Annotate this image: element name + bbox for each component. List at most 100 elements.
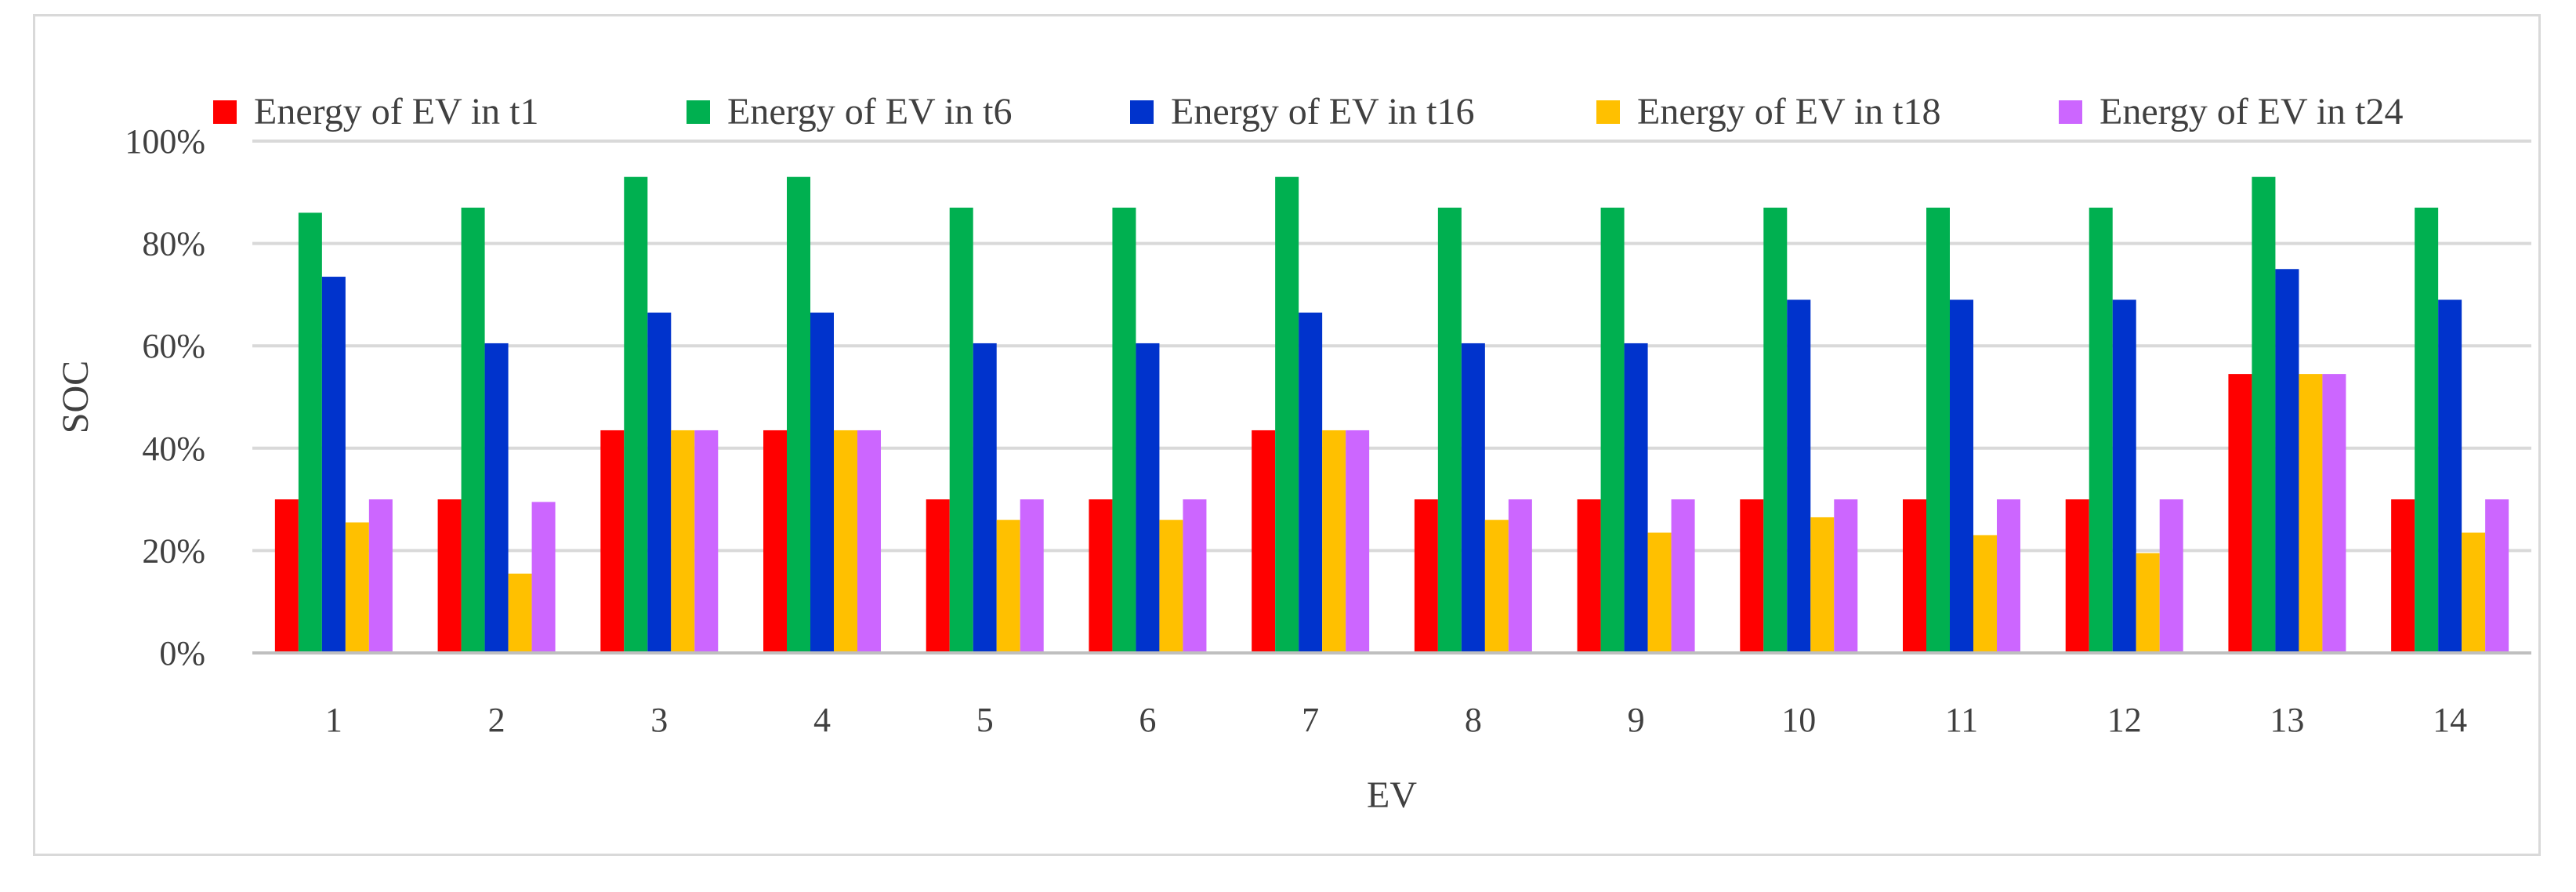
bars <box>274 176 2509 653</box>
bar-ev6-series3 <box>1136 343 1160 653</box>
bar-ev9-series4 <box>1647 532 1672 653</box>
bar-ev2-series3 <box>484 343 509 653</box>
bar-ev9-series1 <box>1577 499 1601 653</box>
x-tick-label: 3 <box>650 701 668 739</box>
y-tick-label: 60% <box>142 327 205 365</box>
bar-ev3-series4 <box>671 430 695 653</box>
x-axis-title: EV <box>1367 774 1417 816</box>
bar-ev12-series2 <box>2089 207 2113 653</box>
bar-ev6-series4 <box>1159 520 1183 653</box>
legend-swatch-series4 <box>1596 100 1620 124</box>
bar-ev5-series1 <box>926 499 950 653</box>
bar-ev3-series2 <box>624 176 648 653</box>
y-tick-label: 40% <box>142 430 205 468</box>
legend-swatch-series5 <box>2059 100 2082 124</box>
x-tick-label: 12 <box>2107 701 2142 739</box>
bar-ev3-series3 <box>647 312 672 653</box>
x-tick-label: 14 <box>2433 701 2467 739</box>
bar-ev5-series3 <box>973 343 997 653</box>
legend-swatch-series3 <box>1130 100 1154 124</box>
bar-ev10-series1 <box>1740 499 1764 653</box>
bar-ev7-series2 <box>1275 176 1299 653</box>
bar-ev14-series5 <box>2485 499 2509 653</box>
bar-ev3-series5 <box>694 430 719 653</box>
x-tick-label: 9 <box>1628 701 1645 739</box>
x-tick-label: 11 <box>1945 701 1978 739</box>
bar-ev7-series1 <box>1252 430 1276 653</box>
bar-ev14-series1 <box>2391 499 2415 653</box>
x-tick-label: 4 <box>813 701 831 739</box>
x-tick-label: 2 <box>488 701 505 739</box>
bar-ev10-series5 <box>1834 499 1858 653</box>
x-tick-label: 6 <box>1139 701 1156 739</box>
bar-ev13-series1 <box>2228 374 2252 653</box>
bar-ev5-series4 <box>996 520 1020 653</box>
legend-label-series1: Energy of EV in t1 <box>254 91 539 132</box>
legend-label-series2: Energy of EV in t6 <box>727 91 1013 132</box>
bar-ev9-series2 <box>1600 207 1625 653</box>
legend-label-series4: Energy of EV in t18 <box>1637 91 1941 132</box>
bar-ev11-series2 <box>1926 207 1950 653</box>
bar-ev4-series3 <box>810 312 834 653</box>
x-tick-label: 7 <box>1302 701 1319 739</box>
bar-ev12-series4 <box>2136 553 2160 653</box>
bar-ev9-series5 <box>1671 499 1695 653</box>
bar-ev2-series5 <box>531 502 556 653</box>
bar-ev11-series5 <box>1997 499 2020 653</box>
bar-ev12-series1 <box>2065 499 2089 653</box>
bar-ev1-series4 <box>345 522 369 653</box>
bar-ev8-series5 <box>1508 499 1532 653</box>
bar-ev4-series4 <box>834 430 857 653</box>
bar-ev13-series2 <box>2252 176 2276 653</box>
bar-ev1-series5 <box>368 499 393 653</box>
bar-ev9-series3 <box>1624 343 1648 653</box>
bar-ev2-series4 <box>508 573 532 653</box>
axes: 0%20%40%60%80%100%1 2 3 4 5 6 7 8 9 10 11 12 13 14 <box>125 122 2531 739</box>
bar-ev10-series4 <box>1810 517 1835 653</box>
bar-ev10-series3 <box>1787 299 1811 653</box>
y-axis-title: SOC <box>55 361 96 433</box>
legend-swatch-series2 <box>687 100 710 124</box>
x-tick-label: 13 <box>2270 701 2304 739</box>
bar-ev13-series5 <box>2322 374 2346 653</box>
bar-ev7-series5 <box>1346 430 1370 653</box>
bar-ev6-series2 <box>1112 207 1136 653</box>
x-tick-label: 8 <box>1465 701 1482 739</box>
legend-label-series3: Energy of EV in t16 <box>1171 91 1475 132</box>
bar-ev11-series4 <box>1973 535 1997 653</box>
bar-ev11-series3 <box>1950 299 1973 653</box>
legend: Energy of EV in t1 Energy of EV in t6 Ener… <box>213 91 2404 132</box>
y-tick-label: 80% <box>142 225 205 263</box>
y-tick-label: 0% <box>159 634 205 673</box>
bar-ev7-series3 <box>1299 312 1323 653</box>
bar-ev6-series5 <box>1183 499 1207 653</box>
bar-ev11-series1 <box>1903 499 1926 653</box>
x-tick-label: 10 <box>1781 701 1816 739</box>
y-tick-label: 20% <box>142 531 205 570</box>
legend-label-series5: Energy of EV in t24 <box>2100 91 2404 132</box>
bar-ev14-series4 <box>2462 532 2486 653</box>
bar-ev4-series5 <box>857 430 881 653</box>
bar-ev1-series2 <box>298 212 322 653</box>
legend-swatch-series1 <box>213 100 237 124</box>
bar-ev1-series3 <box>321 277 346 653</box>
x-tick-label: 1 <box>325 701 342 739</box>
bar-ev12-series3 <box>2112 299 2136 653</box>
bar-ev12-series5 <box>2159 499 2183 653</box>
bar-ev4-series1 <box>763 430 787 653</box>
bar-ev8-series4 <box>1484 520 1509 653</box>
y-tick-label: 100% <box>125 122 205 161</box>
bar-ev10-series2 <box>1763 207 1788 653</box>
bar-ev2-series2 <box>461 207 485 653</box>
bar-ev5-series2 <box>949 207 973 653</box>
bar-ev13-series4 <box>2299 374 2323 653</box>
bar-ev14-series2 <box>2415 207 2439 653</box>
bar-ev14-series3 <box>2438 299 2462 653</box>
bar-ev2-series1 <box>437 499 462 653</box>
bar-ev6-series1 <box>1089 499 1113 653</box>
bar-ev13-series3 <box>2275 269 2299 653</box>
gridlines <box>252 140 2531 553</box>
bar-ev1-series1 <box>274 499 299 653</box>
x-tick-label: 5 <box>976 701 994 739</box>
